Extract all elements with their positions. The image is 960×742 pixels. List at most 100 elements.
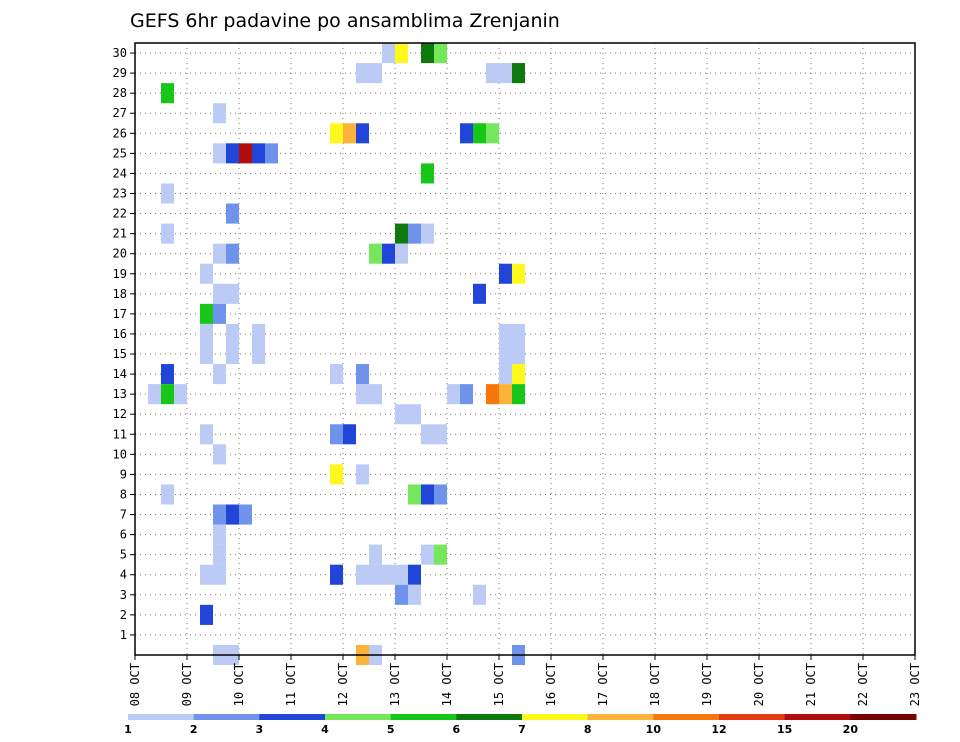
y-tick-label: 3 <box>120 588 127 602</box>
heatmap-cell <box>252 143 265 164</box>
colorbar-label: 5 <box>387 723 395 736</box>
y-tick-label: 12 <box>113 407 127 421</box>
heatmap-cell <box>252 323 265 344</box>
heatmap-cell <box>460 123 473 144</box>
heatmap-cell <box>213 504 226 525</box>
heatmap-cell <box>356 464 369 485</box>
heatmap-cell <box>382 243 395 264</box>
y-tick-label: 23 <box>113 186 127 200</box>
y-tick-label: 25 <box>113 146 127 160</box>
heatmap-cell <box>512 364 525 385</box>
colorbar-label: 15 <box>777 723 792 736</box>
heatmap-cell <box>200 604 213 625</box>
x-tick-label: 23 OCT <box>908 663 922 706</box>
heatmap-cell <box>421 223 434 244</box>
y-tick-label: 11 <box>113 427 127 441</box>
colorbar-swatch <box>390 714 457 720</box>
heatmap-cell <box>343 123 356 144</box>
heatmap-cell <box>499 384 512 405</box>
heatmap-cell <box>213 544 226 565</box>
x-tick-label: 11 OCT <box>284 663 298 706</box>
heatmap-cell <box>200 303 213 324</box>
heatmap-cell <box>499 263 512 284</box>
colorbar-swatch <box>784 714 851 720</box>
heatmap-cell <box>512 263 525 284</box>
x-tick-label: 12 OCT <box>336 663 350 706</box>
heatmap-cell <box>213 103 226 124</box>
heatmap-cell <box>434 484 447 505</box>
colorbar-swatch <box>193 714 260 720</box>
heatmap-cell <box>226 143 239 164</box>
colorbar-swatch <box>653 714 720 720</box>
heatmap-cell <box>161 223 174 244</box>
chart-title: GEFS 6hr padavine po ansamblima Zrenjani… <box>130 10 560 32</box>
heatmap-cell <box>421 424 434 445</box>
y-tick-label: 9 <box>120 467 127 481</box>
colorbar-swatch <box>325 714 392 720</box>
heatmap-cell <box>213 364 226 385</box>
y-tick-label: 13 <box>113 387 127 401</box>
heatmap-cell <box>395 43 408 64</box>
heatmap-cell <box>473 584 486 605</box>
heatmap-cell <box>226 343 239 365</box>
heatmap-cell <box>330 564 343 585</box>
colorbar-label: 3 <box>256 723 264 736</box>
heatmap-cell <box>226 283 239 304</box>
heatmap-cell <box>252 343 265 365</box>
heatmap-cell <box>395 243 408 264</box>
x-tick-label: 18 OCT <box>648 663 662 706</box>
heatmap-cell <box>356 364 369 385</box>
heatmap-cell <box>460 384 473 405</box>
y-tick-label: 7 <box>120 508 127 522</box>
heatmap-cell <box>213 283 226 304</box>
heatmap-cell <box>408 584 421 605</box>
x-tick-label: 09 OCT <box>180 663 194 706</box>
colorbar-swatch <box>456 714 523 720</box>
heatmap-cell <box>434 43 447 64</box>
heatmap-cell <box>421 484 434 505</box>
heatmap-cell <box>161 83 174 104</box>
y-tick-label: 6 <box>120 528 127 542</box>
x-tick-label: 22 OCT <box>856 663 870 706</box>
heatmap-cell <box>239 504 252 525</box>
y-tick-label: 27 <box>113 106 127 120</box>
heatmap-cell <box>499 364 512 385</box>
colorbar-label: 7 <box>518 723 526 736</box>
heatmap-cell <box>330 123 343 144</box>
heatmap-cell <box>239 143 252 164</box>
heatmap-cell <box>226 203 239 224</box>
colorbar-swatch <box>587 714 654 720</box>
heatmap-cell <box>330 464 343 485</box>
x-tick-label: 17 OCT <box>596 663 610 706</box>
heatmap-cell <box>369 243 382 264</box>
heatmap-cell <box>512 323 525 344</box>
heatmap-cell <box>408 484 421 505</box>
heatmap-cell <box>200 323 213 344</box>
heatmap-cell <box>447 384 460 405</box>
x-tick-label: 20 OCT <box>752 663 766 706</box>
plot-frame <box>134 42 916 656</box>
x-axis: 08 OCT 09 OCT 10 OCT 11 OCT 12 OCT 13 OCT 14 O… <box>128 655 922 706</box>
heatmap-cell <box>395 223 408 244</box>
heatmap-cell <box>356 123 369 144</box>
y-tick-label: 16 <box>113 327 127 341</box>
heatmap-cell <box>512 343 525 365</box>
heatmap-cell <box>226 323 239 344</box>
heatmap-cell <box>473 123 486 144</box>
y-tick-label: 1 <box>120 628 127 642</box>
heatmap-cell <box>161 484 174 505</box>
x-tick-label: 16 OCT <box>544 663 558 706</box>
x-tick-label: 13 OCT <box>388 663 402 706</box>
heatmap-cell <box>213 444 226 465</box>
heatmap-cell <box>161 183 174 204</box>
heatmap-cell <box>369 63 382 84</box>
x-tick-label: 14 OCT <box>440 663 454 706</box>
y-tick-label: 10 <box>113 447 127 461</box>
colorbar-swatch <box>259 714 326 720</box>
colorbar-label: 6 <box>453 723 461 736</box>
heatmap-cell <box>330 364 343 385</box>
heatmap-cell <box>382 43 395 64</box>
heatmap-cell <box>382 564 395 585</box>
heatmap-cell <box>512 63 525 84</box>
